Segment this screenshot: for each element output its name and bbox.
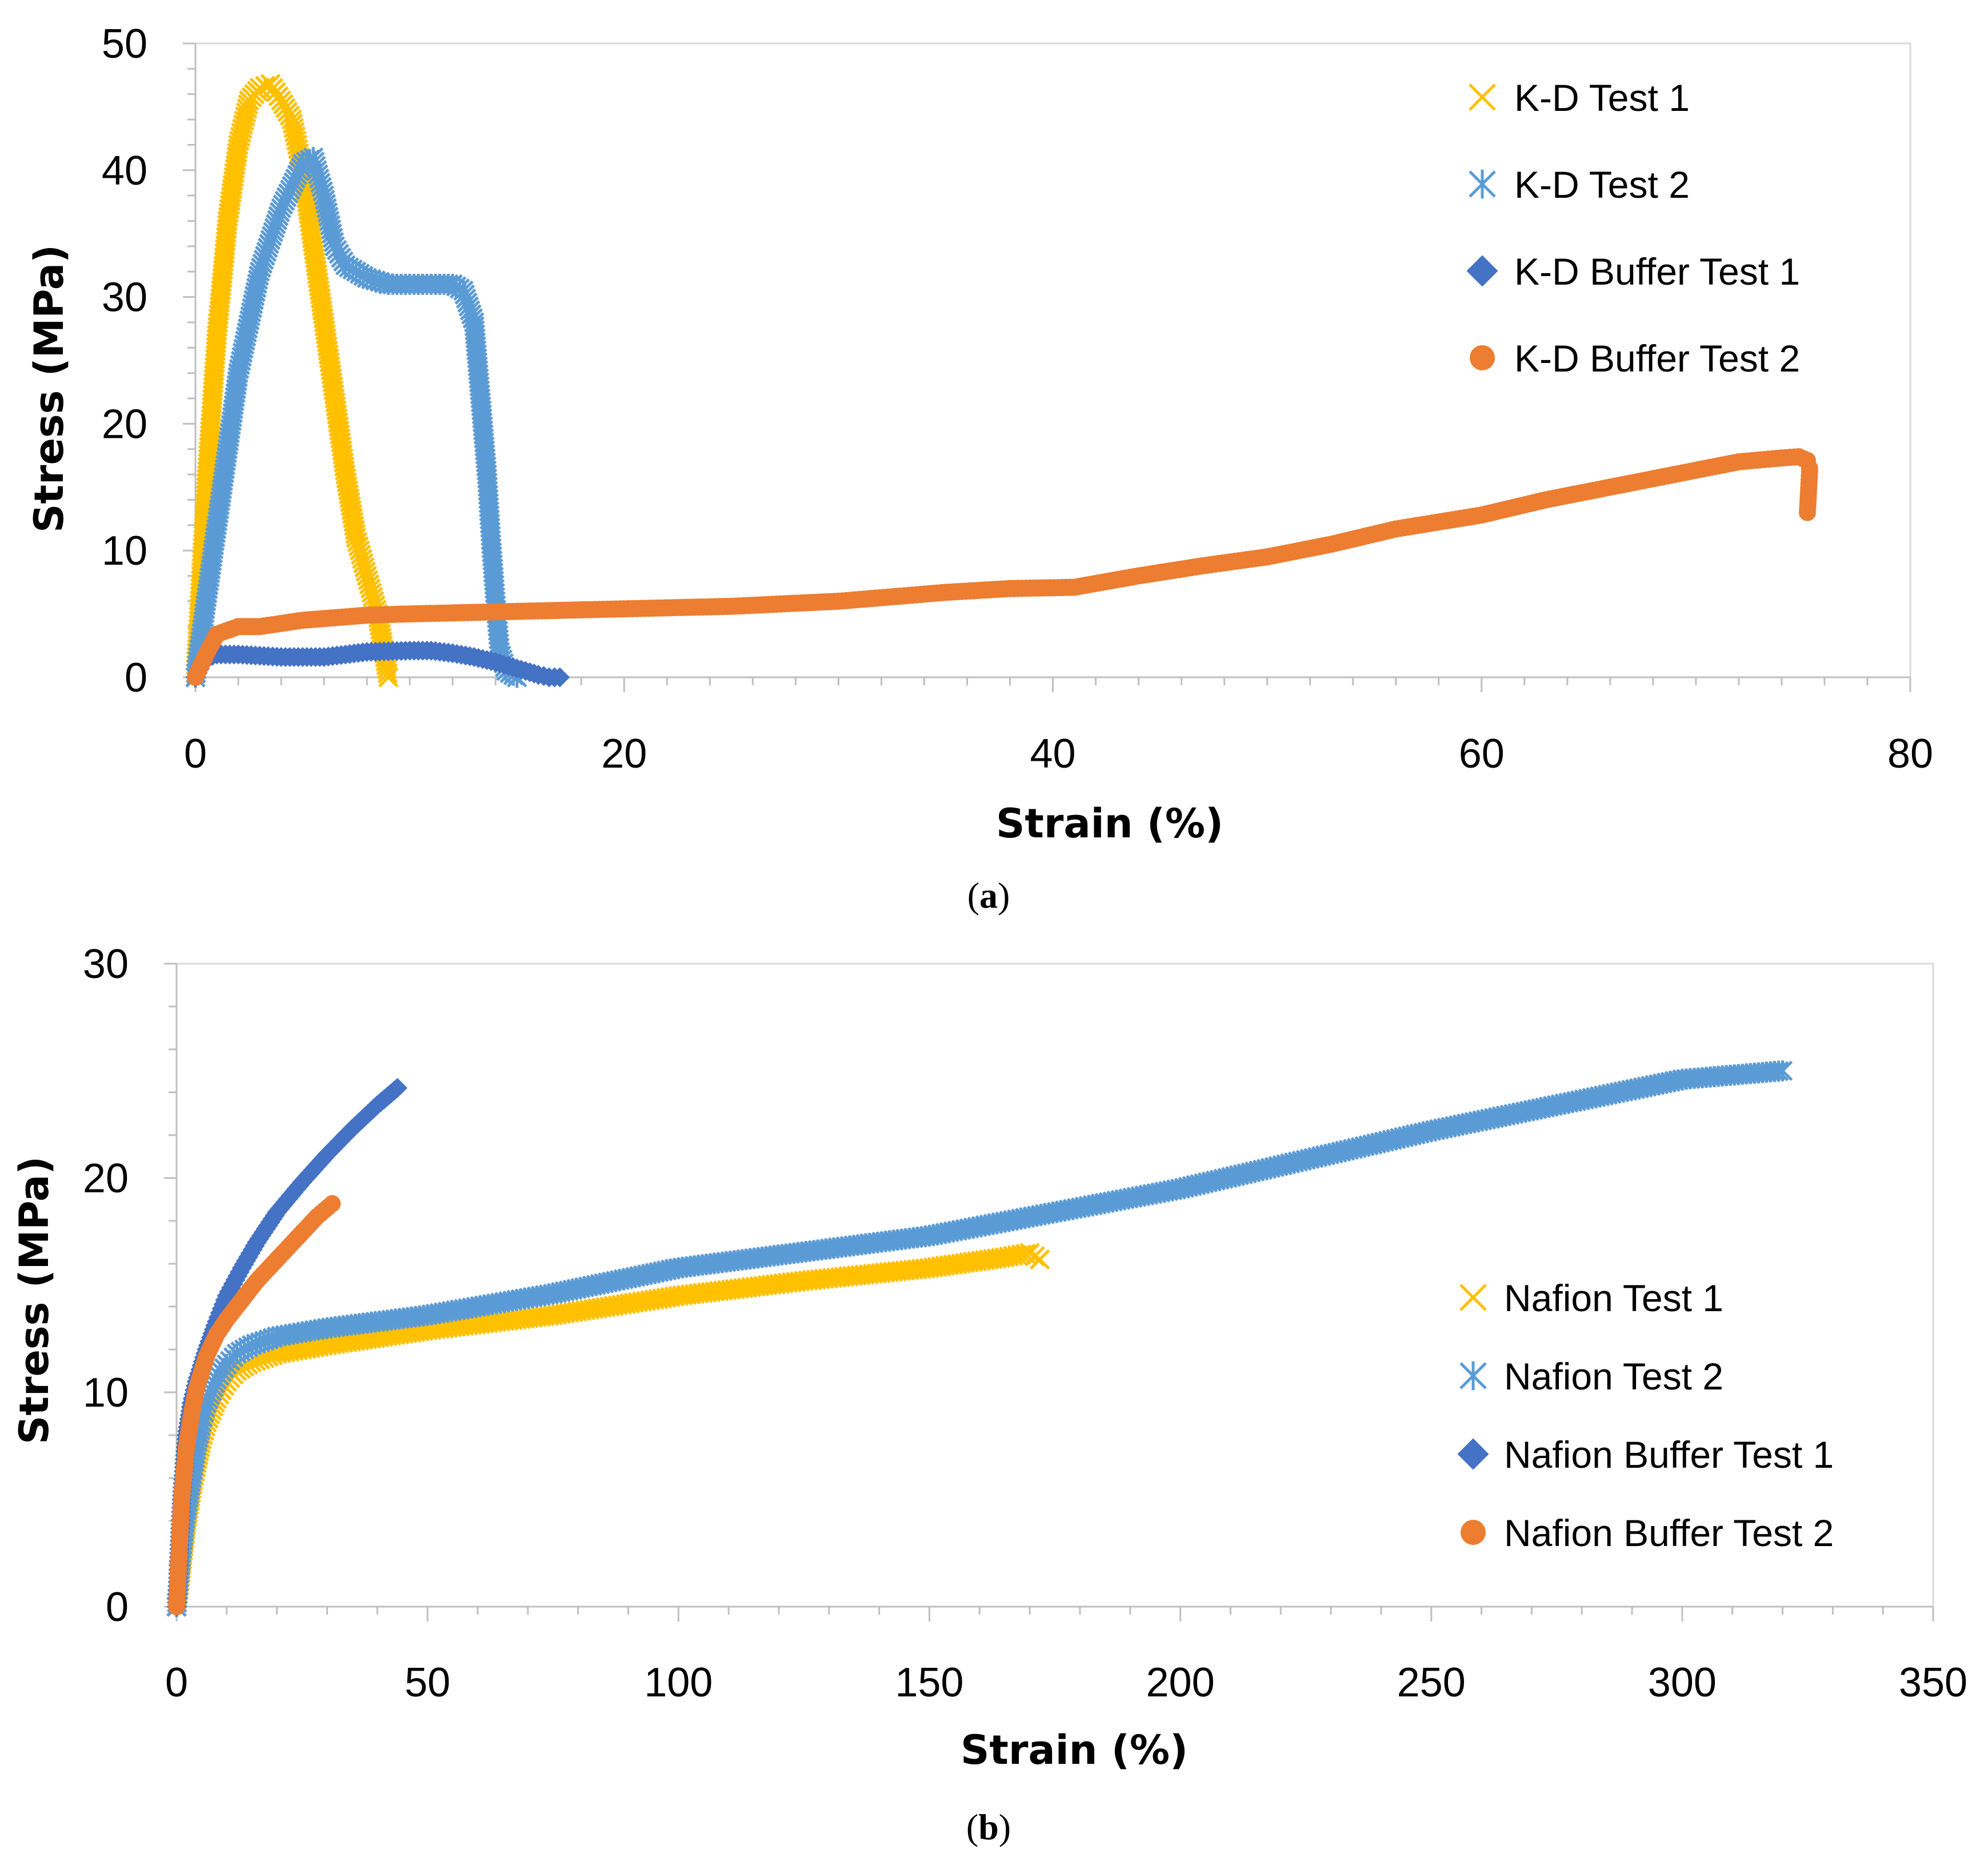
x-tick-label: 50 <box>405 1660 450 1706</box>
series-b <box>166 1060 1793 1618</box>
legend-label: Nafion Buffer Test 2 <box>1504 1512 1834 1554</box>
x-tick-label: 40 <box>1030 731 1075 777</box>
series-k-d-buffer-test-2 <box>187 448 1818 686</box>
y-axis-title-a: Stress (MPa) <box>26 245 73 533</box>
data-point <box>345 524 366 544</box>
data-point <box>377 663 398 684</box>
legend-item: K-D Buffer Test 1 <box>1466 250 1800 293</box>
x-tick-label: 100 <box>644 1660 713 1706</box>
x-tick-label: 250 <box>1397 1660 1466 1706</box>
data-point <box>235 106 255 127</box>
data-point <box>323 1195 341 1212</box>
tick-labels-b: 0 50 100 150 200 250 300 350 0 10 20 30 <box>83 941 1967 1706</box>
data-point <box>230 126 251 147</box>
legend-item: Nafion Buffer Test 1 <box>1457 1433 1834 1476</box>
data-point <box>227 138 248 159</box>
legend-marker <box>1457 1438 1489 1470</box>
y-tick-label: 0 <box>106 1584 129 1630</box>
caption-b: (b) <box>966 1807 1011 1847</box>
legend-item: K-D Test 2 <box>1469 163 1690 206</box>
legend-label: K-D Buffer Test 1 <box>1514 250 1800 293</box>
y-tick-label: 50 <box>102 21 147 67</box>
legend-b: Nafion Test 1 Nafion Test 2 Nafion Buffer … <box>1457 1277 1834 1554</box>
caption-a-letter: a <box>979 875 998 916</box>
legend-item: Nafion Test 1 <box>1459 1277 1723 1319</box>
legend-marker <box>1469 169 1496 199</box>
data-point <box>233 114 254 135</box>
legend-marker <box>1466 255 1498 287</box>
series-k-d-test-2 <box>185 147 527 688</box>
series-a <box>185 74 1818 688</box>
tick-labels-a: 0 20 40 60 80 0 10 20 30 40 50 <box>102 21 1933 777</box>
y-tick-label: 30 <box>102 275 147 321</box>
legend-marker <box>1459 1361 1487 1391</box>
data-point <box>1029 1249 1050 1270</box>
plot-area-b <box>175 963 1934 1608</box>
legend-marker <box>1470 345 1495 370</box>
data-point <box>387 1078 407 1098</box>
y-tick-label: 10 <box>83 1370 129 1416</box>
series-nafion-buffer-test-2 <box>168 1195 341 1615</box>
data-point <box>228 134 249 155</box>
data-point <box>237 98 258 119</box>
legend-a: K-D Test 1 K-D Test 2 K-D Buffer Test 1 K-D… <box>1466 77 1800 380</box>
x-tick-label: 80 <box>1887 731 1933 777</box>
x-tick-label: 0 <box>165 1660 188 1706</box>
data-point <box>1768 1060 1789 1082</box>
data-point <box>550 667 570 688</box>
data-point <box>377 659 398 680</box>
y-tick-label: 10 <box>102 528 147 574</box>
chart-a: 0 20 40 60 80 0 10 20 30 40 50 Strain (%) Stress (… <box>26 21 1933 847</box>
legend-marker <box>1469 83 1496 111</box>
x-tick-label: 200 <box>1146 1660 1215 1706</box>
x-tick-label: 300 <box>1648 1660 1717 1706</box>
legend-label: K-D Test 2 <box>1514 163 1690 206</box>
legend-item: K-D Test 1 <box>1469 77 1690 119</box>
legend-label: K-D Test 1 <box>1514 77 1690 119</box>
data-point <box>1772 1060 1793 1081</box>
legend-marker <box>1461 1520 1486 1545</box>
x-tick-label: 0 <box>184 731 207 777</box>
data-point <box>235 102 257 123</box>
data-point <box>234 110 255 131</box>
data-point <box>232 118 253 139</box>
data-point <box>378 667 399 688</box>
data-point <box>1798 504 1816 521</box>
x-axis-title-b: Strain (%) <box>961 1727 1188 1774</box>
legend-item: K-D Buffer Test 2 <box>1470 337 1800 380</box>
y-tick-label: 40 <box>102 148 147 194</box>
caption-b-letter: b <box>978 1807 999 1847</box>
legend-item: Nafion Test 2 <box>1459 1355 1723 1397</box>
caption-a: (a) <box>967 875 1010 916</box>
y-tick-label: 20 <box>83 1156 129 1201</box>
legend-item: Nafion Buffer Test 2 <box>1461 1512 1834 1554</box>
data-point <box>231 122 251 143</box>
data-point <box>229 130 250 151</box>
y-tick-label: 30 <box>83 941 129 987</box>
x-tick-label: 350 <box>1899 1660 1967 1706</box>
legend-marker <box>1459 1284 1487 1311</box>
y-axis-title-b: Stress (MPa) <box>11 1156 58 1444</box>
legend-label: K-D Buffer Test 2 <box>1514 337 1800 380</box>
legend-label: Nafion Test 2 <box>1504 1355 1723 1397</box>
x-tick-label: 20 <box>601 731 647 777</box>
data-point <box>345 520 365 540</box>
legend-label: Nafion Test 1 <box>1504 1277 1723 1319</box>
x-tick-label: 60 <box>1459 731 1505 777</box>
x-axis-title-a: Strain (%) <box>996 800 1223 847</box>
x-tick-label: 150 <box>895 1660 963 1706</box>
legend-label: Nafion Buffer Test 1 <box>1504 1433 1834 1476</box>
y-tick-label: 0 <box>125 655 147 701</box>
y-tick-label: 20 <box>102 401 147 447</box>
